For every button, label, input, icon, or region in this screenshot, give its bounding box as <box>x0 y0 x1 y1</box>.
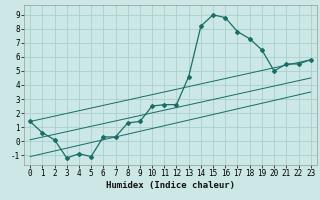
X-axis label: Humidex (Indice chaleur): Humidex (Indice chaleur) <box>106 181 235 190</box>
